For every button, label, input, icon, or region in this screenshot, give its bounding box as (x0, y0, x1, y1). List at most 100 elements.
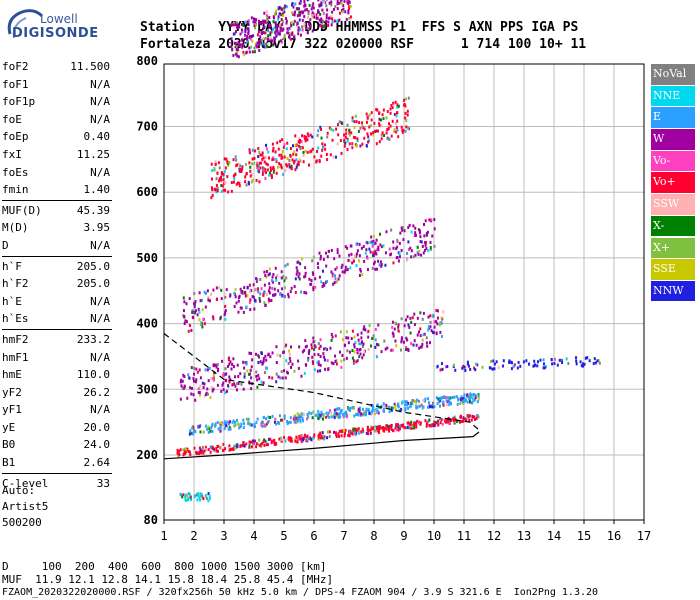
echo-point (271, 39, 274, 43)
param-row-14: h`Es N/A (2, 310, 112, 328)
echo-point (249, 368, 252, 372)
echo-point (328, 126, 331, 130)
echo-point (300, 10, 303, 14)
echo-point (383, 409, 386, 413)
echo-point (318, 432, 321, 436)
echo-point (367, 347, 370, 351)
echo-point (340, 410, 343, 414)
echo-point (292, 5, 295, 9)
echo-point (285, 5, 288, 9)
echo-point (330, 332, 333, 336)
echo-point (427, 315, 430, 319)
echo-point (291, 3, 294, 7)
param-row-7: fmin 1.40 (2, 181, 112, 199)
echo-point (225, 422, 228, 426)
echo-point (234, 295, 237, 299)
echo-point (244, 20, 247, 24)
echo-point (288, 165, 291, 169)
echo-point (429, 240, 432, 244)
echo-point (260, 380, 263, 384)
echo-point (460, 395, 463, 399)
echo-point (265, 275, 268, 279)
echo-point (345, 17, 348, 21)
echo-point (387, 428, 390, 432)
echo-point (439, 398, 442, 402)
echo-point (345, 410, 348, 414)
echo-point (286, 141, 289, 145)
echo-point (271, 275, 274, 279)
echo-point (240, 290, 243, 294)
echo-point (298, 138, 301, 142)
echo-point (304, 266, 307, 270)
echo-point (227, 358, 230, 362)
echo-point (262, 440, 265, 444)
param-name: foEp (2, 130, 29, 144)
echo-point (199, 492, 202, 496)
echo-point (301, 350, 304, 354)
x-tick-label: 13 (517, 529, 531, 543)
echo-point (327, 367, 330, 371)
echo-point (313, 368, 316, 372)
echo-point (272, 170, 275, 174)
echo-point (536, 364, 539, 368)
echo-point (320, 127, 323, 131)
echo-point (303, 348, 306, 352)
echo-point (366, 428, 369, 432)
echo-point (351, 261, 354, 265)
echo-point (263, 160, 266, 164)
header-line2: Fortaleza 2020 Nov17 322 020000 RSF 1 71… (140, 37, 587, 52)
echo-point (445, 365, 448, 369)
echo-point (339, 139, 342, 143)
echo-point (363, 259, 366, 263)
echo-point (277, 147, 280, 151)
echo-point (387, 424, 390, 428)
echo-point (263, 11, 266, 15)
echo-point (289, 359, 292, 363)
legend-item-nne: NNE (651, 85, 695, 107)
echo-point (200, 493, 203, 497)
echo-point (377, 411, 380, 415)
echo-point (355, 264, 358, 268)
echo-point (223, 169, 226, 173)
echo-point (248, 380, 251, 384)
echo-point (348, 128, 351, 132)
echo-point (199, 498, 202, 502)
echo-point (266, 420, 269, 424)
echo-point (321, 285, 324, 289)
echo-point (380, 263, 383, 267)
echo-point (406, 347, 409, 351)
echo-point (394, 404, 397, 408)
echo-point (405, 400, 408, 404)
echo-point (220, 175, 223, 179)
echo-point (387, 429, 390, 433)
echo-point (241, 45, 244, 49)
param-name: B1 (2, 456, 16, 470)
echo-point (417, 399, 420, 403)
echo-point (352, 428, 355, 432)
echo-point (317, 342, 320, 346)
echo-point (481, 365, 484, 369)
echo-point (418, 404, 421, 408)
echo-point (379, 232, 382, 236)
echo-point (332, 155, 335, 159)
echo-point (439, 321, 442, 325)
echo-point (220, 184, 223, 188)
echo-point (210, 196, 213, 200)
echo-point (279, 39, 282, 43)
echo-point (267, 352, 270, 356)
echo-point (267, 437, 270, 441)
echo-point (318, 23, 321, 27)
echo-point (285, 359, 288, 363)
echo-point (392, 246, 395, 250)
echo-point (207, 298, 210, 302)
echo-point (258, 150, 261, 154)
echo-point (251, 358, 254, 362)
echo-point (353, 350, 356, 354)
echo-point (393, 402, 396, 406)
echo-point (296, 163, 299, 167)
echo-point (224, 188, 227, 192)
echo-point (356, 139, 359, 143)
echo-point (400, 338, 403, 342)
echo-point (558, 358, 561, 362)
echo-point (435, 421, 438, 425)
